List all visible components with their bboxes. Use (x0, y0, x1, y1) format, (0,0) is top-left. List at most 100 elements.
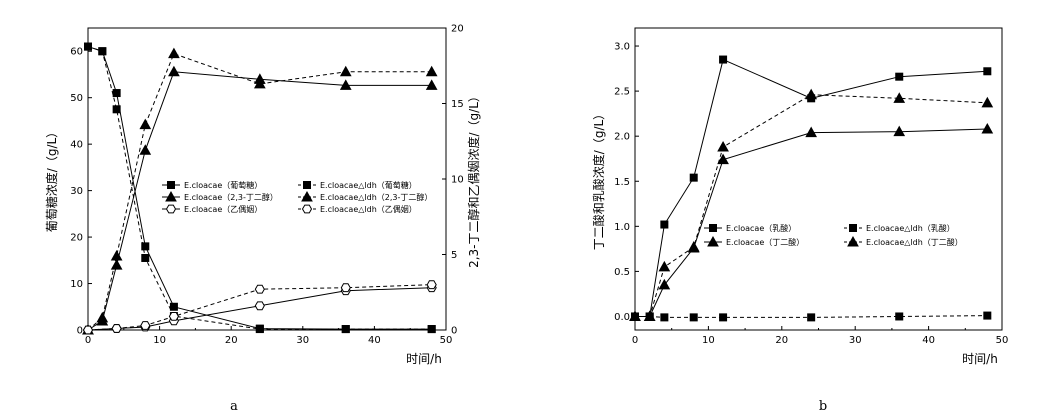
data-point (168, 47, 180, 59)
chart-b: 0 10 20 30 40 50 0.0 0.5 1.0 1.5 2.0 2.5 3.0 时间/h 丁二酸和… (591, 27, 1008, 366)
y2-tick-label: 15 (451, 99, 464, 110)
data-point (629, 310, 641, 321)
data-point (254, 301, 265, 311)
x-tick-label: 50 (440, 335, 453, 346)
y-tick-label: 2.0 (614, 132, 630, 143)
y-axis-label: 丁二酸和乳酸浓度/（g/L） (591, 108, 606, 250)
data-point (658, 278, 671, 290)
data-point (717, 153, 729, 165)
series-2 (631, 311, 992, 322)
panel-label-b: b (819, 399, 827, 414)
y-tick-label: 0.0 (614, 312, 630, 323)
data-point (717, 140, 729, 152)
y-tick-label: 1.0 (614, 222, 630, 233)
series-line (87, 71, 432, 331)
series-line (635, 128, 988, 317)
data-point (341, 325, 350, 334)
x-tick-label: 30 (296, 335, 309, 346)
y2-tick-label: 20 (451, 24, 464, 35)
data-point (660, 313, 669, 322)
data-point (643, 310, 656, 321)
data-point (719, 55, 728, 64)
data-point (168, 312, 179, 321)
legend-label: E.cloacae△ldh（葡萄糖） (320, 180, 417, 190)
data-point (82, 325, 94, 335)
data-point (895, 312, 904, 321)
x-tick-label: 10 (702, 335, 715, 346)
y2-tick-label: 10 (451, 175, 464, 186)
data-point (660, 220, 669, 229)
series-3 (82, 65, 438, 335)
data-point (981, 122, 994, 134)
data-point (110, 259, 123, 270)
series-line (87, 46, 432, 330)
series-4 (629, 88, 994, 321)
y-tick-label: 20 (70, 233, 83, 244)
legend-label: E.cloacae△ldh（乳酸） (866, 223, 955, 233)
legend-marker (709, 224, 717, 232)
data-point (689, 313, 698, 322)
legend-label: E.cloacae（丁二酸） (726, 237, 804, 247)
y-tick-label: 0.5 (614, 267, 630, 278)
legend: E.cloacae（乳酸） E.cloacae△ldh（乳酸） E.cloacae（… (704, 223, 963, 247)
x-tick-label: 40 (922, 335, 935, 346)
chart-a: 0 10 20 30 40 50010203040506005101520时间/h葡萄糖浓… (44, 24, 481, 367)
legend-marker (847, 235, 859, 247)
data-point (84, 42, 92, 51)
y-tick-label: 2.5 (614, 87, 630, 98)
data-point (140, 321, 151, 330)
y2-tick-label: 0 (451, 326, 457, 337)
data-point (893, 125, 906, 137)
data-point (141, 253, 150, 262)
y-tick-label: 50 (70, 93, 83, 104)
legend-label: E.cloacae（葡萄糖） (184, 180, 262, 190)
x-tick-label: 30 (849, 335, 862, 346)
x-tick-label: 0 (85, 335, 91, 346)
y-tick-label: 3.0 (614, 42, 630, 53)
data-point (805, 126, 818, 138)
legend-label: E.cloacae△ldh（乙偶姻） (320, 204, 417, 214)
data-point (139, 144, 152, 155)
data-point (983, 67, 992, 76)
x-axis-label: 时间/h (962, 352, 998, 366)
legend-marker (303, 181, 311, 189)
data-point (893, 92, 906, 103)
data-point (169, 302, 178, 311)
data-point (689, 173, 698, 182)
data-point (141, 242, 150, 251)
legend-marker (165, 190, 177, 202)
x-tick-label: 40 (368, 335, 381, 346)
legend-label: E.cloacae（2,3-丁二醇） (184, 192, 278, 202)
legend-label: E.cloacae（乳酸） (726, 223, 796, 233)
x-tick-label: 20 (775, 335, 788, 346)
y-tick-label: 60 (70, 47, 83, 58)
data-point (111, 324, 122, 333)
data-point (253, 77, 266, 89)
x-tick-label: 20 (225, 335, 238, 346)
data-point (981, 96, 994, 108)
data-point (112, 105, 121, 114)
legend-label: E.cloacae△ldh（丁二酸） (866, 237, 963, 247)
data-point (112, 89, 121, 98)
series-line (635, 94, 988, 317)
data-point (719, 313, 728, 322)
data-point (254, 284, 265, 294)
x-tick-label: 0 (632, 335, 638, 346)
plot-frame (87, 27, 447, 331)
data-point (427, 325, 436, 334)
legend-marker (165, 204, 177, 214)
legend: E.cloacae（葡萄糖） E.cloacae△ldh（葡萄糖） E.cloaca… (162, 180, 432, 214)
y-tick-label: 1.5 (614, 177, 630, 188)
y-tick-label: 40 (70, 140, 83, 151)
data-point (425, 79, 438, 90)
data-point (96, 311, 109, 323)
y2-axis-label: 2,3-丁二醇和乙偶姻浓度/（g/L） (466, 90, 481, 268)
series-3 (629, 122, 994, 321)
legend-marker (301, 204, 313, 214)
series-6 (82, 280, 437, 335)
legend-marker (849, 224, 857, 232)
data-point (983, 311, 992, 320)
data-point (807, 313, 816, 322)
series-line (87, 53, 432, 331)
